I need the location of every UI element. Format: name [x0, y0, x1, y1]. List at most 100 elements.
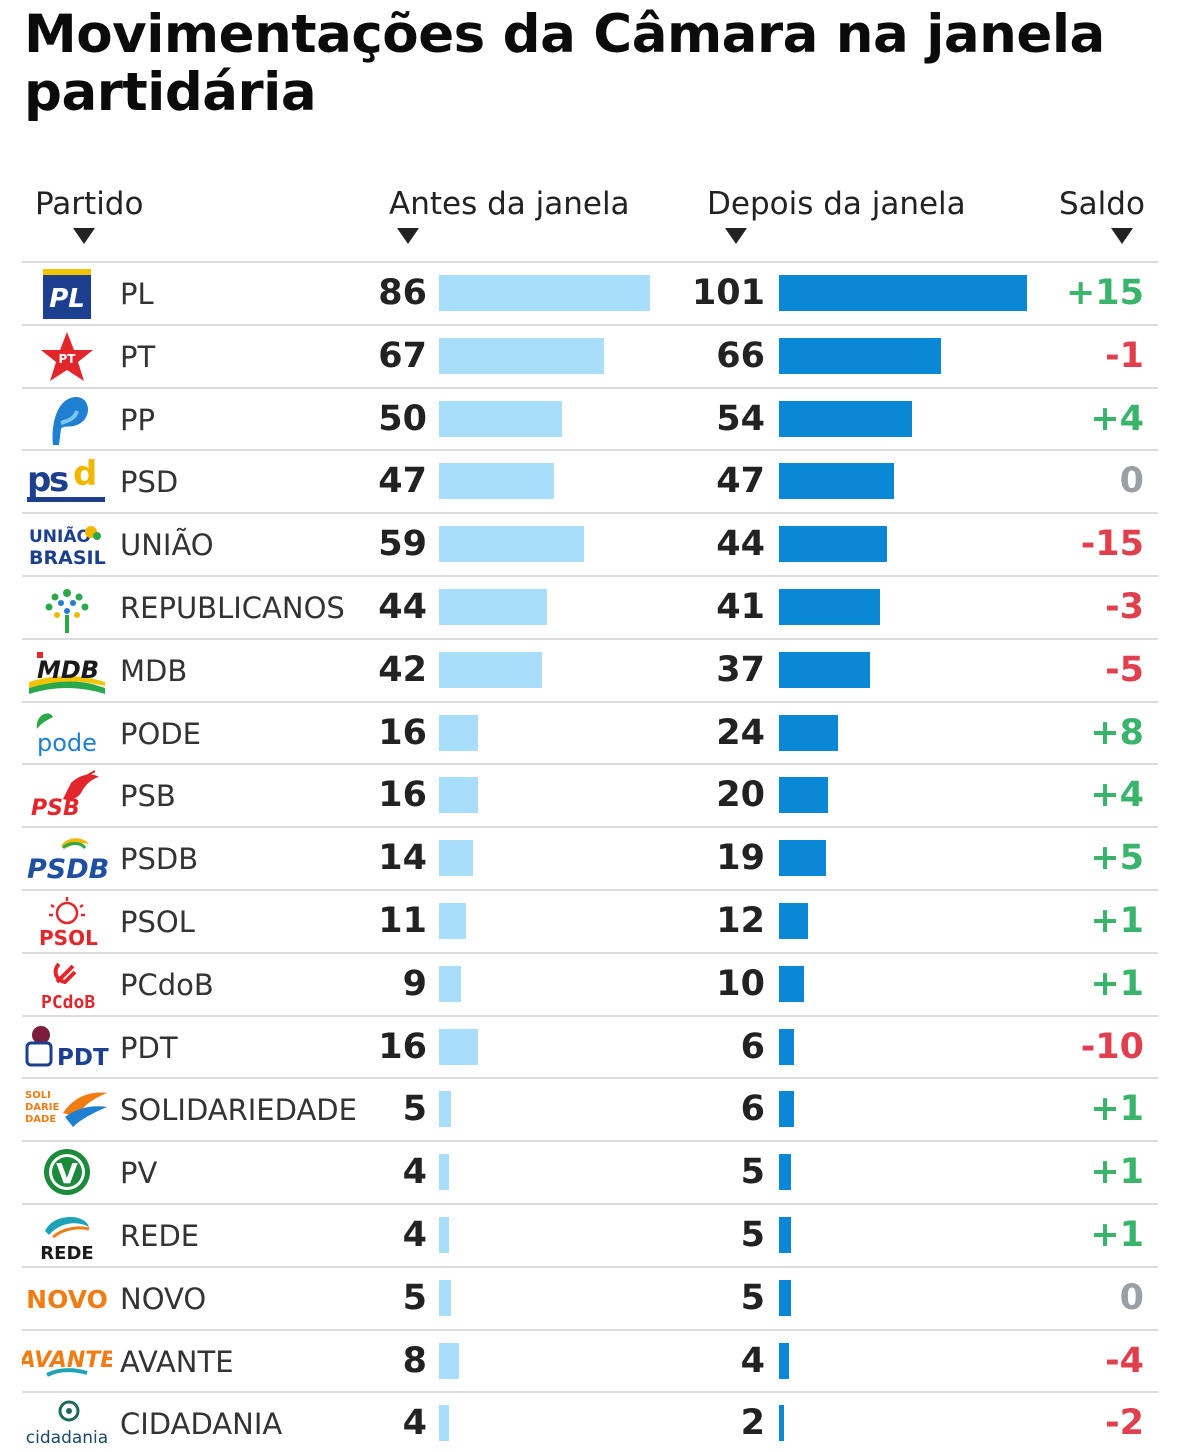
value-label-antes: 14: [378, 838, 427, 879]
party-logo-icon: PDT: [22, 1021, 112, 1075]
chart-title: Movimentações da Câmara na janela partid…: [24, 4, 1105, 123]
bar-depois: [779, 1028, 794, 1065]
svg-text:p: p: [27, 460, 51, 500]
column-header-antes[interactable]: Antes da janela: [389, 186, 630, 244]
sort-arrow-icon[interactable]: [725, 228, 747, 244]
party-logo-icon: PSDB: [22, 832, 112, 886]
party-name: SOLIDARIEDADE: [120, 1093, 357, 1128]
svg-text:PSDB: PSDB: [27, 854, 109, 885]
bar-antes: [439, 1028, 478, 1065]
saldo-value: +1: [1090, 900, 1144, 941]
bar-antes: [439, 337, 604, 374]
table-row: PT PT 67 66 -1: [22, 323, 1158, 387]
value-label-antes: 4: [402, 1214, 427, 1255]
sort-arrow-icon[interactable]: [397, 228, 419, 244]
value-label-depois: 6: [740, 1089, 765, 1130]
svg-text:DADE: DADE: [25, 1114, 56, 1125]
saldo-value: 0: [1119, 461, 1144, 502]
bar-antes: [439, 777, 478, 814]
column-header-saldo[interactable]: Saldo: [1059, 186, 1145, 244]
svg-text:PCdoB: PCdoB: [41, 992, 95, 1012]
value-label-antes: 16: [378, 1026, 427, 1067]
bar-antes: [439, 902, 466, 939]
svg-text:NOVO: NOVO: [26, 1285, 108, 1314]
bar-depois: [779, 965, 804, 1002]
value-label-depois: 41: [716, 586, 765, 627]
svg-text:cidadania: cidadania: [26, 1428, 108, 1448]
bar-depois: [779, 400, 912, 437]
value-label-depois: 10: [716, 963, 765, 1004]
saldo-value: -15: [1080, 524, 1144, 565]
svg-text:UNIÃO: UNIÃO: [29, 524, 91, 547]
party-logo-icon: cidadania: [22, 1397, 112, 1451]
table-row: UNIÃO BRASIL UNIÃO 59 44 -15: [22, 512, 1158, 575]
table-row: PDT PDT 16 6 -10: [22, 1014, 1158, 1078]
table-row: SOLI DARIE DADE SOLIDARIEDADE 5 6 +1: [22, 1077, 1158, 1140]
party-name: MDB: [120, 653, 188, 688]
bar-depois: [779, 651, 870, 688]
value-label-antes: 67: [378, 335, 427, 376]
svg-text:V: V: [56, 1157, 78, 1190]
party-name: AVANTE: [120, 1344, 234, 1379]
svg-text:PSOL: PSOL: [39, 926, 98, 949]
value-label-depois: 5: [740, 1152, 765, 1193]
bar-antes: [439, 400, 562, 437]
saldo-value: +1: [1090, 1089, 1144, 1130]
svg-text:s: s: [49, 460, 69, 500]
bar-antes: [439, 965, 461, 1002]
table-row: V PV 4 5 +1: [22, 1140, 1158, 1203]
bar-antes: [439, 1405, 449, 1442]
value-label-antes: 5: [402, 1277, 427, 1318]
value-label-depois: 5: [740, 1214, 765, 1255]
party-name: PP: [120, 402, 155, 437]
value-label-depois: 5: [740, 1277, 765, 1318]
value-label-antes: 47: [378, 461, 427, 502]
value-label-antes: 5: [402, 1089, 427, 1130]
value-label-depois: 54: [716, 398, 765, 439]
bar-depois: [779, 526, 887, 563]
value-label-depois: 37: [716, 649, 765, 690]
saldo-value: +1: [1090, 1214, 1144, 1255]
column-header-depois[interactable]: Depois da janela: [707, 186, 966, 244]
bar-depois: [779, 1091, 794, 1128]
svg-text:BRASIL: BRASIL: [29, 547, 106, 569]
value-label-depois: 19: [716, 838, 765, 879]
column-header-partido[interactable]: Partido: [35, 186, 143, 244]
table-row: pode PODE 16 24 +8: [22, 700, 1158, 764]
table-row: NOVO NOVO 5 5 0: [22, 1265, 1158, 1329]
bar-antes: [439, 1216, 449, 1253]
party-name: PODE: [120, 716, 201, 751]
bar-antes: [439, 526, 584, 563]
table-row: PL PL 86 101 +15: [22, 261, 1158, 324]
party-logo-icon: NOVO: [22, 1272, 112, 1326]
bar-antes: [439, 1091, 451, 1128]
party-name: PSDB: [120, 842, 199, 877]
value-label-depois: 66: [716, 335, 765, 376]
party-name: PT: [120, 339, 156, 374]
saldo-value: -10: [1080, 1026, 1144, 1067]
bar-depois: [779, 1342, 789, 1379]
table-row: REDE REDE 4 5 +1: [22, 1202, 1158, 1266]
value-label-depois: 20: [716, 775, 765, 816]
table-row: PSOL PSOL 11 12 +1: [22, 888, 1158, 952]
value-label-antes: 4: [402, 1152, 427, 1193]
column-header-saldo-label: Saldo: [1059, 186, 1145, 222]
sort-arrow-icon[interactable]: [73, 228, 95, 244]
bar-depois: [779, 902, 808, 939]
party-logo-icon: SOLI DARIE DADE: [22, 1083, 112, 1137]
value-label-depois: 6: [740, 1026, 765, 1067]
column-header-antes-label: Antes da janela: [389, 186, 630, 222]
bar-antes: [439, 1342, 459, 1379]
saldo-value: +8: [1090, 712, 1144, 753]
party-logo-icon: PSB: [22, 769, 112, 823]
svg-text:d: d: [73, 455, 97, 494]
value-label-antes: 11: [378, 900, 427, 941]
sort-arrow-icon[interactable]: [1111, 228, 1133, 244]
bar-antes: [439, 840, 473, 877]
saldo-value: +5: [1090, 838, 1144, 879]
party-logo-icon: V: [22, 1146, 112, 1200]
saldo-value: -1: [1105, 335, 1144, 376]
bar-antes: [439, 1279, 451, 1316]
saldo-value: +4: [1090, 398, 1144, 439]
value-label-antes: 42: [378, 649, 427, 690]
